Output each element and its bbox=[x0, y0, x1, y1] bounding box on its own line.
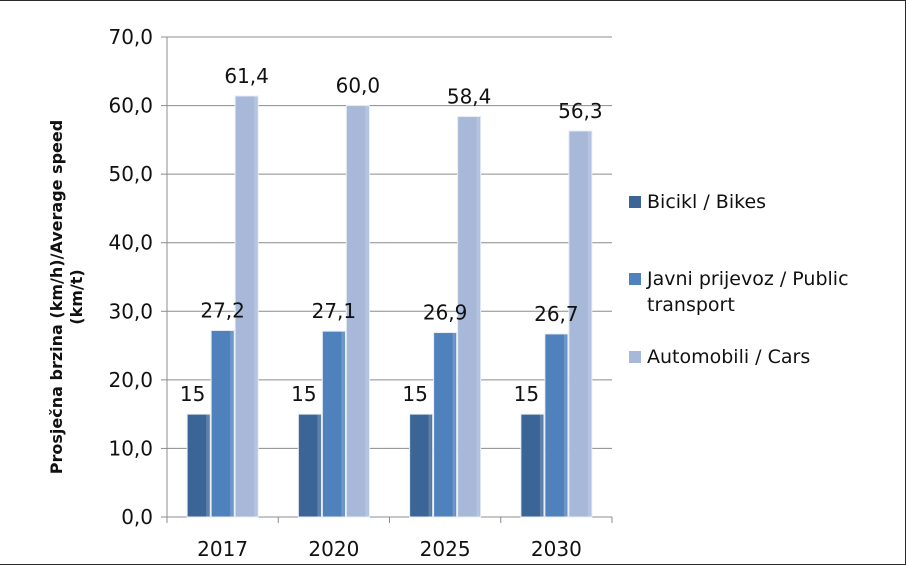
bar bbox=[345, 105, 370, 518]
y-tick-label: 30,0 bbox=[108, 299, 153, 323]
bar-highlight bbox=[317, 414, 321, 517]
axes: 0,0 10,0 20,0 30,0 40,0 50,0 60,0 70,0 2017 2020 2… bbox=[108, 25, 613, 561]
bar bbox=[297, 413, 322, 518]
data-labels: 15 27,2 61,4 15 27,1 60,0 15 26,9 58,4 15 26,7 56,3 bbox=[180, 64, 603, 406]
bar-highlight bbox=[230, 330, 234, 517]
bar bbox=[186, 413, 211, 518]
bar-highlight bbox=[539, 414, 543, 517]
y-tick-label: 40,0 bbox=[108, 231, 153, 255]
bar-highlight bbox=[563, 333, 567, 517]
data-label: 15 bbox=[402, 382, 427, 406]
legend-entry: Javni prijevoz / Public bbox=[646, 268, 849, 290]
bar bbox=[568, 130, 593, 518]
data-label: 26,9 bbox=[423, 301, 468, 325]
bars bbox=[186, 95, 593, 518]
data-label: 61,4 bbox=[224, 64, 269, 88]
bar bbox=[210, 329, 235, 518]
bar bbox=[544, 333, 569, 518]
x-tick-label: 2017 bbox=[197, 537, 248, 561]
bar bbox=[520, 413, 545, 518]
legend-swatch bbox=[629, 273, 641, 285]
x-tick-label: 2030 bbox=[531, 537, 582, 561]
legend-entry: Bicikl / Bikes bbox=[647, 191, 766, 213]
bar bbox=[234, 95, 259, 518]
bar-highlight bbox=[428, 414, 432, 517]
x-tick-label: 2020 bbox=[308, 537, 359, 561]
legend-entry: Automobili / Cars bbox=[647, 346, 810, 368]
bar bbox=[433, 332, 458, 518]
data-label: 26,7 bbox=[534, 302, 579, 326]
data-label: 60,0 bbox=[336, 74, 381, 98]
data-label: 27,1 bbox=[312, 299, 357, 323]
bar-highlight bbox=[452, 332, 456, 517]
bar-highlight bbox=[254, 95, 258, 517]
legend-entry: transport bbox=[647, 294, 735, 316]
x-tick-label: 2025 bbox=[420, 537, 471, 561]
y-tick-label: 0,0 bbox=[121, 505, 153, 529]
bar-highlight bbox=[587, 130, 591, 517]
legend: Bicikl / Bikes Javni prijevoz / Public tra… bbox=[629, 191, 849, 368]
data-label: 15 bbox=[514, 382, 539, 406]
bar-highlight bbox=[206, 414, 210, 517]
data-label: 56,3 bbox=[558, 99, 603, 123]
bar bbox=[409, 413, 434, 518]
y-tick-label: 20,0 bbox=[108, 368, 153, 392]
bar-highlight bbox=[476, 116, 480, 518]
legend-swatch bbox=[629, 351, 641, 363]
y-tick-label: 10,0 bbox=[108, 436, 153, 460]
y-tick-label: 70,0 bbox=[108, 25, 153, 49]
data-label: 15 bbox=[291, 382, 316, 406]
y-axis-label-line: Prosječna brzina (km/h)/Average speed bbox=[47, 120, 66, 474]
data-label: 27,2 bbox=[200, 298, 245, 322]
bar bbox=[321, 330, 346, 518]
bar bbox=[457, 116, 482, 518]
data-label: 58,4 bbox=[447, 85, 492, 109]
bar-highlight bbox=[365, 105, 369, 518]
legend-swatch bbox=[629, 196, 641, 208]
y-tick-label: 60,0 bbox=[108, 94, 153, 118]
y-tick-label: 50,0 bbox=[108, 162, 153, 186]
y-axis-label-line: (km/t) bbox=[67, 269, 86, 324]
data-label: 15 bbox=[180, 382, 205, 406]
bar-highlight bbox=[341, 331, 345, 517]
y-axis-title: Prosječna brzina (km/h)/Average speed (km… bbox=[47, 120, 86, 474]
